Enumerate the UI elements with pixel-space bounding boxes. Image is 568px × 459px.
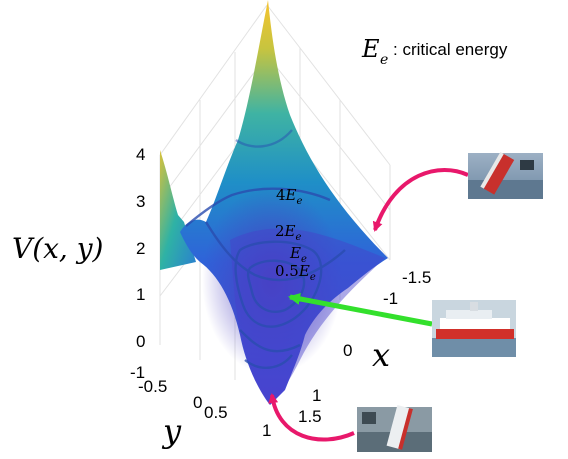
legend-symbol: E [361,35,380,63]
z-axis-label: V(x, y) [12,232,103,265]
upright-ship-photo [432,300,516,357]
x-tick: 0 [343,341,352,360]
y-tick: -0.5 [138,377,167,396]
contour-lines [185,129,346,369]
x-tick: 1.5 [298,407,322,426]
z-tick: 3 [136,192,145,211]
x-axis-label: x [372,336,390,374]
x-tick: 1 [312,386,321,405]
y-axis-ticks: -1 -0.5 0 0.5 1 [130,363,271,440]
x-tick: -1.5 [402,268,431,287]
critical-energy-legend: E e : critical energy [361,35,508,68]
contour-label: 4Ee [276,186,303,207]
legend-subscript: e [380,52,388,68]
x-axis-ticks: -1.5 -1 0 1 1.5 [298,268,431,426]
surface-left-wing [160,150,196,270]
capsize-arrow-bottom [268,393,355,442]
capsized-ship-photo-bottom [357,405,432,452]
z-tick: 1 [136,285,145,304]
legend-text: : critical energy [393,40,508,59]
z-tick: 2 [136,239,145,258]
y-tick: 1 [262,421,271,440]
capsized-ship-photo-top [468,151,543,199]
contour-label: 2Ee [275,222,302,243]
y-tick: -1 [130,363,145,382]
surface-shade [230,228,385,405]
z-tick: 4 [136,145,145,164]
y-tick: 0.5 [204,403,228,422]
y-tick: 0 [193,393,202,412]
x-tick: -1 [383,289,398,308]
contour-label: 0.5Ee [275,262,316,283]
capsize-arrow-top [372,167,469,232]
upright-arrow [288,292,433,327]
z-tick: 0 [136,332,145,351]
y-axis-label: y [161,412,182,450]
contour-label: Ee [289,244,307,265]
z-axis-ticks: 4 3 2 1 0 [136,145,145,351]
